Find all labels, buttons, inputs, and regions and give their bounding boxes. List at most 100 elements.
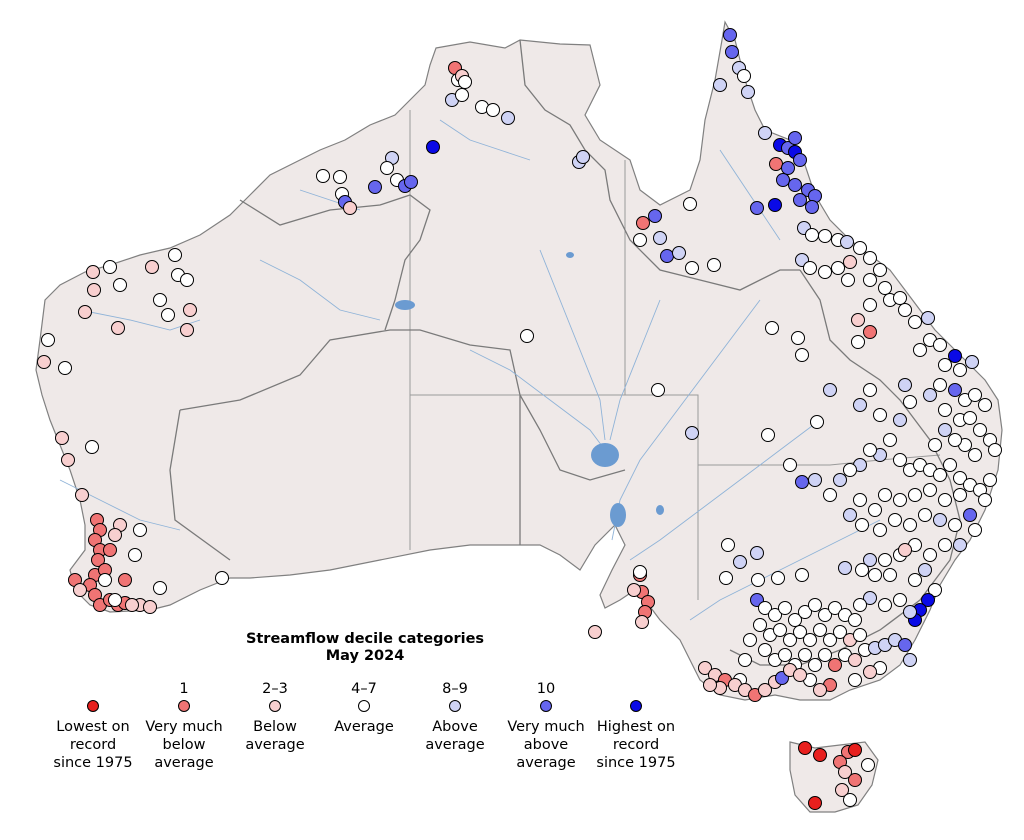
station-marker — [823, 488, 837, 502]
station-marker — [833, 625, 847, 639]
legend-swatch-lowest — [87, 700, 99, 712]
station-marker — [108, 528, 122, 542]
station-marker — [143, 600, 157, 614]
station-marker — [841, 273, 855, 287]
station-marker — [908, 573, 922, 587]
station-marker — [153, 293, 167, 307]
station-marker — [808, 796, 822, 810]
legend-label: Highest on record since 1975 — [596, 719, 676, 771]
station-marker — [963, 508, 977, 522]
station-marker — [965, 355, 979, 369]
legend-item-very-below: 1 Very much below average — [134, 680, 234, 772]
station-marker — [73, 583, 87, 597]
legend-number: 2–3 — [262, 681, 288, 697]
station-marker — [928, 583, 942, 597]
station-marker — [893, 453, 907, 467]
station-marker — [707, 258, 721, 272]
station-marker — [741, 85, 755, 99]
station-marker — [183, 303, 197, 317]
station-marker — [808, 598, 822, 612]
station-marker — [627, 583, 641, 597]
station-marker — [893, 593, 907, 607]
station-marker — [893, 493, 907, 507]
station-marker — [788, 178, 802, 192]
station-marker — [948, 383, 962, 397]
station-marker — [840, 235, 854, 249]
station-marker — [808, 658, 822, 672]
legend-number — [586, 680, 686, 698]
mainland-australia — [35, 20, 1003, 701]
legend-item-very-above: 10 Very much above average — [496, 680, 596, 772]
station-marker — [983, 473, 997, 487]
station-marker — [588, 625, 602, 639]
station-marker — [903, 653, 917, 667]
drainage-divisions — [169, 39, 961, 666]
station-marker — [938, 493, 952, 507]
station-marker — [853, 398, 867, 412]
station-marker — [672, 246, 686, 260]
station-marker — [855, 563, 869, 577]
legend-item-average: 4–7 Average — [314, 680, 414, 736]
station-marker — [168, 248, 182, 262]
station-marker — [823, 383, 837, 397]
station-marker — [788, 613, 802, 627]
station-marker — [118, 573, 132, 587]
legend-title: Streamflow decile categories — [245, 631, 485, 647]
station-marker — [803, 633, 817, 647]
station-marker — [683, 197, 697, 211]
station-marker — [908, 488, 922, 502]
station-marker — [933, 338, 947, 352]
station-marker — [878, 488, 892, 502]
station-marker — [58, 361, 72, 375]
legend-label: Average — [334, 719, 394, 735]
station-marker — [843, 793, 857, 807]
station-marker — [953, 363, 967, 377]
station-marker — [843, 508, 857, 522]
station-marker — [719, 571, 733, 585]
station-marker — [813, 623, 827, 637]
station-marker — [111, 321, 125, 335]
station-marker — [893, 413, 907, 427]
station-marker — [848, 653, 862, 667]
station-marker — [968, 523, 982, 537]
legend-number — [43, 680, 143, 698]
station-marker — [863, 383, 877, 397]
station-marker — [783, 458, 797, 472]
station-marker — [963, 411, 977, 425]
station-marker — [380, 161, 394, 175]
legend-item-below: 2–3 Below average — [225, 680, 325, 754]
station-marker — [771, 571, 785, 585]
station-marker — [921, 311, 935, 325]
station-marker — [180, 273, 194, 287]
station-marker — [988, 443, 1002, 457]
station-marker — [750, 546, 764, 560]
legend-item-highest: Highest on record since 1975 — [586, 680, 686, 772]
station-marker — [803, 261, 817, 275]
station-marker — [215, 571, 229, 585]
station-marker — [103, 543, 117, 557]
station-marker — [501, 111, 515, 125]
station-marker — [893, 291, 907, 305]
station-marker — [973, 423, 987, 437]
station-marker — [793, 193, 807, 207]
station-marker — [853, 493, 867, 507]
legend-number: 1 — [179, 681, 189, 697]
station-marker — [903, 518, 917, 532]
station-marker — [91, 553, 105, 567]
rivers — [59, 119, 881, 621]
station-marker — [773, 623, 787, 637]
station-marker — [868, 503, 882, 517]
station-marker — [758, 126, 772, 140]
station-marker — [851, 335, 865, 349]
legend-label: Very much below average — [145, 719, 223, 771]
station-marker — [818, 608, 832, 622]
station-marker — [103, 260, 117, 274]
station-marker — [861, 758, 875, 772]
station-marker — [798, 605, 812, 619]
station-marker — [873, 263, 887, 277]
station-marker — [863, 298, 877, 312]
station-marker — [758, 643, 772, 657]
station-marker — [863, 325, 877, 339]
station-markers — [37, 28, 1002, 810]
legend-label: Lowest on record since 1975 — [53, 719, 133, 771]
